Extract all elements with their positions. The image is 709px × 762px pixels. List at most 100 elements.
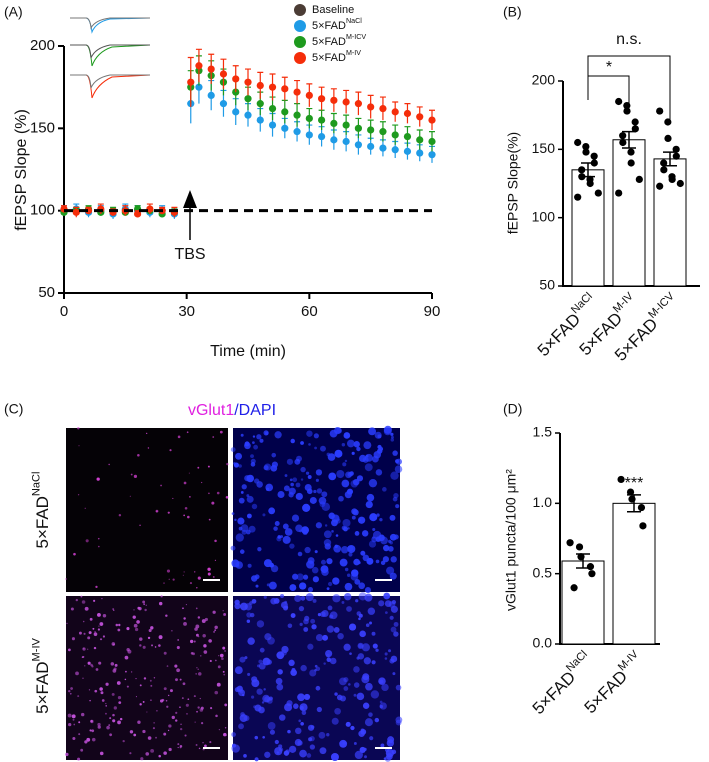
speckle xyxy=(219,653,224,658)
speckle xyxy=(179,678,182,681)
speckle xyxy=(82,655,85,658)
legend-label: 5×FADNaCl xyxy=(312,17,362,32)
speckle xyxy=(263,595,267,599)
data-point xyxy=(219,70,228,78)
speckle xyxy=(133,474,138,478)
speckle xyxy=(276,683,284,691)
speckle xyxy=(163,732,167,736)
speckle xyxy=(307,643,314,650)
speckle xyxy=(354,750,363,760)
speckle xyxy=(158,644,161,647)
data-point xyxy=(668,175,676,183)
speckle xyxy=(351,508,358,515)
speckle xyxy=(244,475,251,482)
speckle xyxy=(217,665,221,669)
speckle xyxy=(392,496,398,502)
speckle xyxy=(97,725,101,729)
speckle xyxy=(187,698,190,701)
speckle xyxy=(195,744,198,746)
speckle xyxy=(240,524,249,532)
speckle xyxy=(343,686,349,691)
speckle xyxy=(342,462,347,467)
legend-marker xyxy=(294,52,306,64)
data-point xyxy=(232,108,240,116)
speckle xyxy=(84,606,89,611)
speckle xyxy=(378,600,385,607)
speckle xyxy=(344,567,349,572)
speckle xyxy=(237,517,245,525)
data-point xyxy=(627,148,635,156)
speckle xyxy=(379,518,383,522)
speckle xyxy=(156,710,158,712)
y-tick-label: 150 xyxy=(532,140,556,156)
speckle xyxy=(303,693,311,701)
speckle xyxy=(183,571,185,573)
speckle xyxy=(390,432,394,436)
speckle xyxy=(251,695,255,699)
waveform xyxy=(70,74,150,89)
speckle xyxy=(332,594,341,603)
speckle xyxy=(139,703,142,706)
speckle xyxy=(116,681,121,685)
speckle xyxy=(118,701,122,705)
speckle xyxy=(94,689,98,693)
title-part: vGlut1 xyxy=(188,402,234,419)
speckle xyxy=(221,657,224,661)
data-point xyxy=(305,91,313,99)
speckle xyxy=(124,655,129,660)
legend-label-main: 5×FAD xyxy=(312,20,346,32)
speckle xyxy=(287,623,293,629)
speckle xyxy=(80,712,85,717)
speckle xyxy=(203,650,208,654)
speckle xyxy=(349,471,354,476)
speckle xyxy=(163,687,167,691)
speckle xyxy=(390,471,399,480)
speckle xyxy=(358,582,366,590)
speckle xyxy=(101,597,103,600)
speckle xyxy=(387,545,394,552)
speckle xyxy=(334,707,341,715)
speckle xyxy=(300,664,307,672)
speckle xyxy=(187,515,190,519)
speckle xyxy=(376,513,380,517)
speckle xyxy=(241,484,247,490)
speckle xyxy=(259,438,264,443)
speckle xyxy=(255,584,259,588)
speckle xyxy=(294,458,301,465)
micrograph xyxy=(66,596,228,760)
speckle xyxy=(312,576,319,583)
speckle xyxy=(279,714,286,721)
speckle xyxy=(391,600,397,605)
speckle xyxy=(362,554,370,562)
speckle xyxy=(387,736,395,744)
speckle xyxy=(79,631,82,635)
data-point xyxy=(391,131,399,139)
speckle xyxy=(370,690,380,699)
speckle xyxy=(98,545,100,548)
speckle xyxy=(214,629,217,632)
speckle xyxy=(151,644,154,647)
speckle xyxy=(138,606,142,611)
speckle xyxy=(315,522,323,529)
speckle xyxy=(207,572,211,576)
data-point xyxy=(379,144,387,152)
speckle xyxy=(337,632,344,640)
speckle xyxy=(234,518,237,522)
speckle xyxy=(70,607,74,611)
speckle xyxy=(313,489,317,494)
speckle xyxy=(391,749,397,755)
y-tick-label: 200 xyxy=(532,72,556,88)
speckle xyxy=(172,578,175,581)
speckle xyxy=(112,608,115,611)
speckle xyxy=(155,736,157,739)
y-tick-label: 100 xyxy=(30,202,55,219)
speckle xyxy=(198,747,201,750)
speckle xyxy=(142,600,146,604)
micrograph xyxy=(233,596,400,760)
speckle xyxy=(253,444,259,450)
x-axis-label: Time (min) xyxy=(210,343,286,360)
data-point xyxy=(342,98,350,106)
waveform xyxy=(70,44,150,59)
row-label-sup: NaCl xyxy=(30,471,42,496)
speckle xyxy=(80,595,83,598)
